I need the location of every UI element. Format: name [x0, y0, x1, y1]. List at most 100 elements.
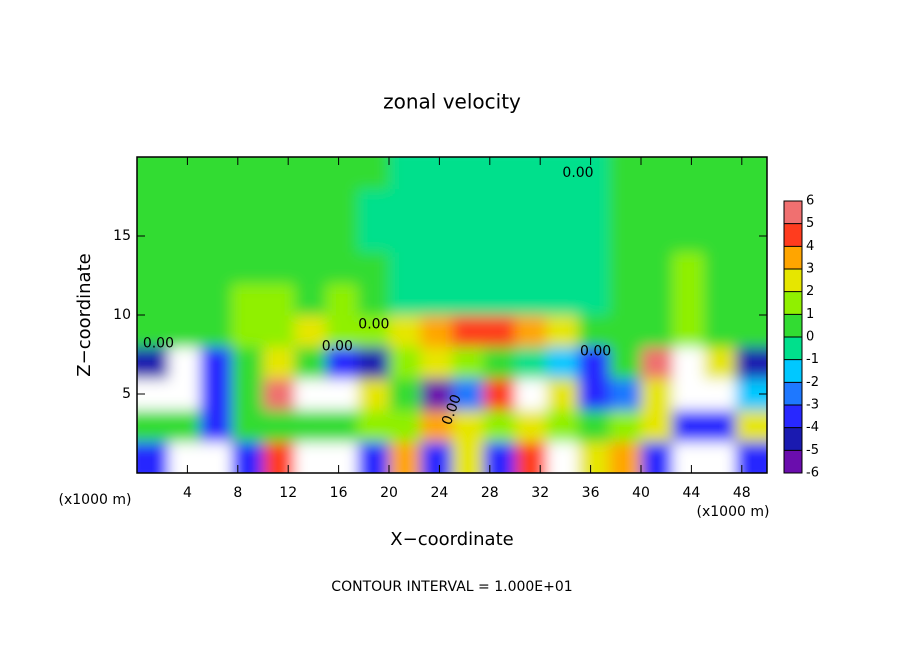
- cell: [609, 188, 642, 221]
- cell: [357, 220, 390, 253]
- cell: [326, 378, 359, 411]
- cell: [578, 378, 611, 411]
- cell: [263, 378, 296, 411]
- colorbar-swatch: [784, 382, 802, 405]
- x-tick-label: 40: [632, 485, 650, 501]
- x-tick-label: 12: [279, 485, 297, 501]
- cell: [515, 409, 548, 442]
- cell: [515, 441, 548, 473]
- footnote: CONTOUR INTERVAL = 1.000E+01: [331, 579, 572, 595]
- colorbar-label: 6: [806, 194, 814, 209]
- cell: [420, 315, 453, 348]
- cell: [420, 188, 453, 221]
- cell: [168, 157, 201, 190]
- cell: [168, 378, 201, 411]
- cell: [546, 409, 579, 442]
- cell: [452, 220, 485, 253]
- cell: [294, 346, 327, 379]
- cell: [294, 441, 327, 473]
- contour-label: 0.00: [562, 165, 593, 181]
- cell: [231, 157, 264, 190]
- cell: [452, 441, 485, 473]
- cell: [452, 378, 485, 411]
- cell: [420, 283, 453, 316]
- cell: [357, 441, 390, 473]
- cell: [672, 188, 705, 221]
- contour-label: 0.00: [580, 343, 611, 359]
- cell: [672, 378, 705, 411]
- cell: [231, 441, 264, 473]
- cell: [452, 346, 485, 379]
- cell: [452, 315, 485, 348]
- cell: [704, 441, 737, 473]
- cell: [326, 251, 359, 284]
- cell: [704, 283, 737, 316]
- cell: [389, 315, 422, 348]
- cell: [420, 346, 453, 379]
- colorbar-swatch: [784, 201, 802, 224]
- cell: [168, 441, 201, 473]
- cell: [546, 188, 579, 221]
- cell: [672, 220, 705, 253]
- cell: [294, 378, 327, 411]
- y-axis-label: Z−coordinate: [74, 253, 95, 376]
- cell: [578, 157, 611, 190]
- cell: [231, 378, 264, 411]
- cell: [609, 378, 642, 411]
- colorbar-label: -6: [806, 466, 819, 481]
- contour-label: 0.00: [322, 339, 353, 355]
- cell: [641, 283, 674, 316]
- cell: [704, 346, 737, 379]
- cell: [578, 409, 611, 442]
- y-unit: (x1000 m): [59, 492, 132, 508]
- x-unit: (x1000 m): [697, 504, 770, 520]
- cell: [200, 188, 233, 221]
- cell: [483, 409, 516, 442]
- cell: [200, 251, 233, 284]
- cell: [704, 157, 737, 190]
- cell: [672, 409, 705, 442]
- cell: [704, 188, 737, 221]
- y-tick-label: 15: [113, 228, 131, 244]
- cell: [168, 283, 201, 316]
- colorbar-swatch: [784, 405, 802, 428]
- cell: [263, 409, 296, 442]
- cell: [483, 251, 516, 284]
- colorbar-label: -1: [806, 352, 819, 367]
- cell: [420, 251, 453, 284]
- cell: [483, 441, 516, 473]
- cell: [168, 220, 201, 253]
- cell: [168, 188, 201, 221]
- cells: [137, 157, 767, 473]
- colorbar-label: 5: [806, 216, 814, 231]
- cell: [231, 251, 264, 284]
- cell: [672, 157, 705, 190]
- cell: [357, 315, 390, 348]
- cell: [357, 409, 390, 442]
- x-tick-label: 32: [531, 485, 549, 501]
- cell: [641, 157, 674, 190]
- cell: [389, 188, 422, 221]
- cell: [389, 409, 422, 442]
- cell: [200, 157, 233, 190]
- cell: [735, 346, 767, 379]
- cell: [231, 346, 264, 379]
- colorbar-swatch: [784, 314, 802, 337]
- cell: [137, 441, 170, 473]
- cell: [735, 251, 767, 284]
- cell: [483, 157, 516, 190]
- cell: [515, 315, 548, 348]
- cell: [294, 220, 327, 253]
- chart-title: zonal velocity: [383, 90, 521, 114]
- cell: [483, 346, 516, 379]
- cell: [389, 251, 422, 284]
- cell: [420, 441, 453, 473]
- cell: [200, 441, 233, 473]
- cell: [483, 220, 516, 253]
- cell: [137, 409, 170, 442]
- field: [137, 157, 767, 473]
- cell: [452, 251, 485, 284]
- cell: [200, 409, 233, 442]
- cell: [546, 220, 579, 253]
- cell: [515, 157, 548, 190]
